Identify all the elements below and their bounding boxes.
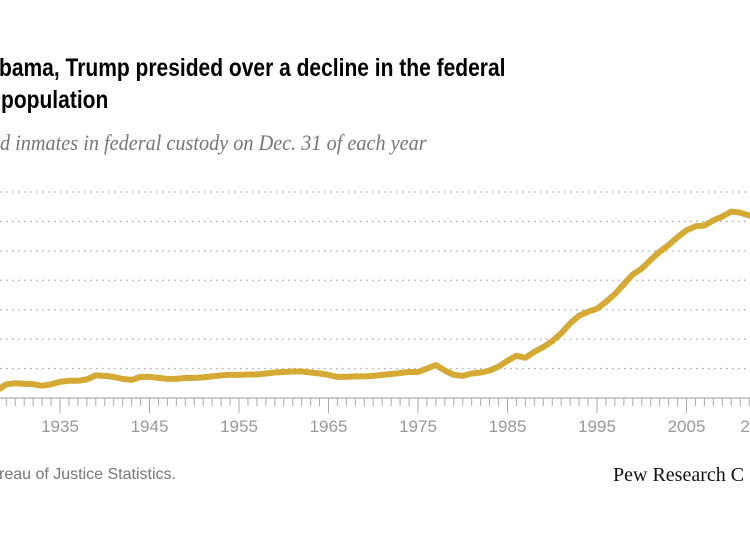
x-tick-label: 1975 bbox=[399, 417, 437, 436]
x-tick-label: 2 bbox=[740, 417, 749, 436]
inmate-population-line bbox=[0, 208, 750, 393]
chart-title-line-1: bama, Trump presided over a decline in t… bbox=[0, 54, 506, 82]
x-tick-label: 1955 bbox=[220, 417, 258, 436]
x-tick-label: 1995 bbox=[578, 417, 616, 436]
pew-research-logo-text: Pew Research C bbox=[613, 464, 745, 486]
chart-subtitle: d inmates in federal custody on Dec. 31 … bbox=[0, 130, 427, 155]
x-tick-label: 1935 bbox=[41, 417, 79, 436]
source-note: reau of Justice Statistics. bbox=[0, 466, 176, 483]
x-tick-label: 1985 bbox=[489, 417, 527, 436]
x-tick-label: 1945 bbox=[131, 417, 169, 436]
x-tick-label: 1965 bbox=[310, 417, 348, 436]
chart-title-line-2: population bbox=[1, 86, 109, 114]
x-tick-label: 2005 bbox=[668, 417, 706, 436]
